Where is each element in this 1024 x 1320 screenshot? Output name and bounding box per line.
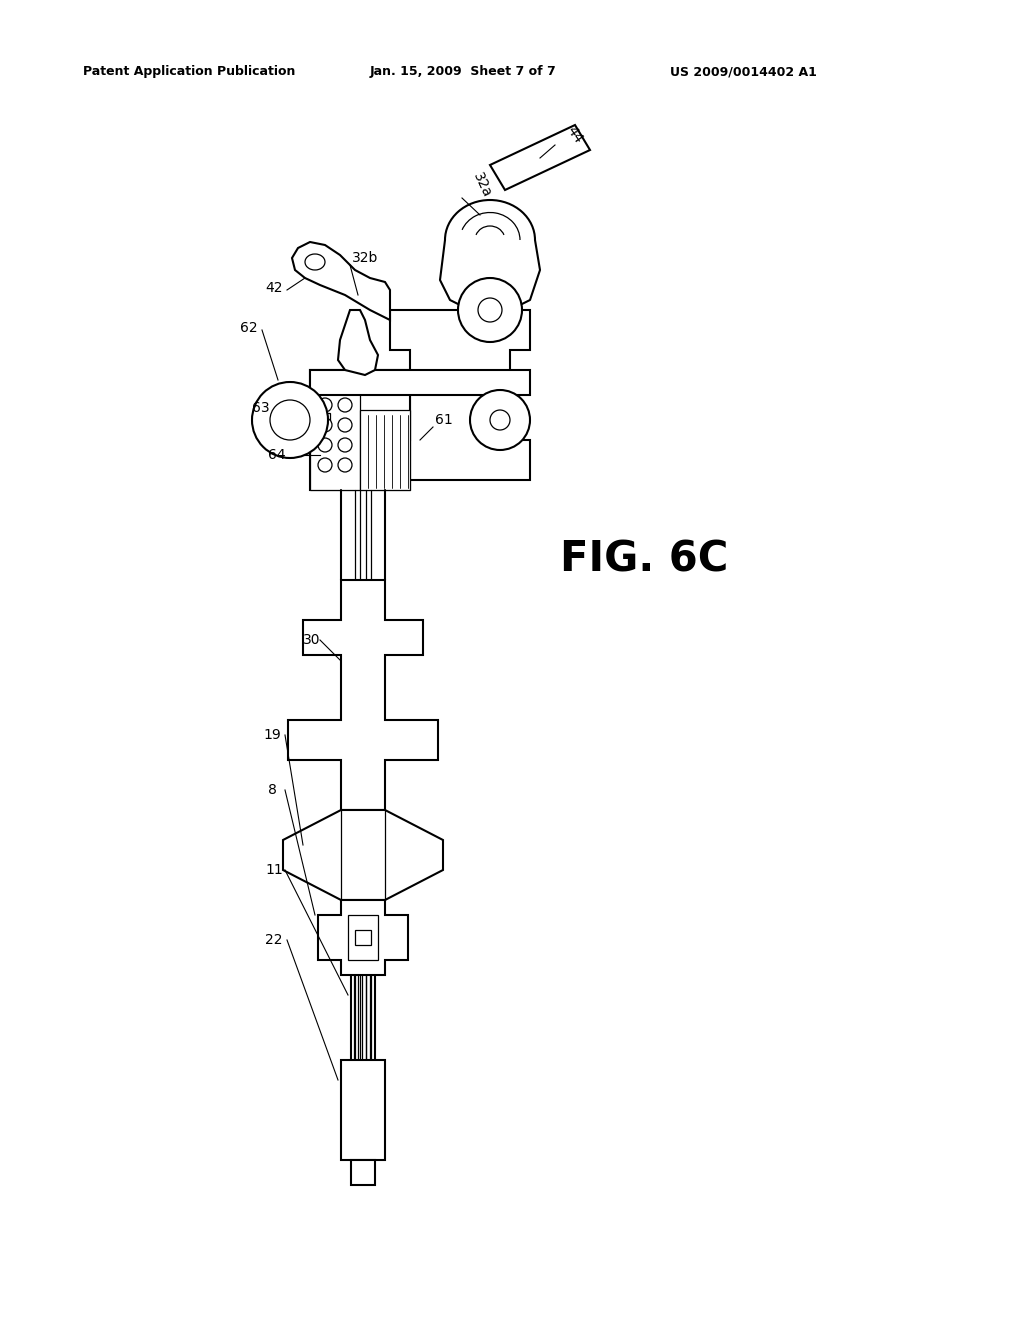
Circle shape xyxy=(252,381,328,458)
Text: Jan. 15, 2009  Sheet 7 of 7: Jan. 15, 2009 Sheet 7 of 7 xyxy=(370,66,557,78)
Circle shape xyxy=(318,399,332,412)
Text: 8: 8 xyxy=(268,783,276,797)
Polygon shape xyxy=(310,370,530,395)
Polygon shape xyxy=(288,579,438,810)
Circle shape xyxy=(318,418,332,432)
Text: 30: 30 xyxy=(303,634,321,647)
Text: 64: 64 xyxy=(268,447,286,462)
Polygon shape xyxy=(310,370,410,490)
Text: 32a: 32a xyxy=(470,170,494,199)
Polygon shape xyxy=(283,810,443,900)
Polygon shape xyxy=(310,389,360,490)
Text: 63: 63 xyxy=(252,401,269,414)
Text: 19: 19 xyxy=(263,729,281,742)
Circle shape xyxy=(270,400,310,440)
Polygon shape xyxy=(351,1160,375,1185)
Circle shape xyxy=(478,298,502,322)
Polygon shape xyxy=(292,242,390,319)
Text: 32b: 32b xyxy=(352,251,379,265)
Text: US 2009/0014402 A1: US 2009/0014402 A1 xyxy=(670,66,817,78)
Polygon shape xyxy=(318,900,408,975)
Text: 22: 22 xyxy=(265,933,283,946)
Circle shape xyxy=(458,279,522,342)
Text: 11: 11 xyxy=(265,863,283,876)
Polygon shape xyxy=(490,125,590,190)
Polygon shape xyxy=(355,931,371,945)
Circle shape xyxy=(338,438,352,451)
Polygon shape xyxy=(341,1060,385,1160)
Text: 61: 61 xyxy=(435,413,453,426)
Polygon shape xyxy=(360,411,410,490)
Circle shape xyxy=(318,438,332,451)
Circle shape xyxy=(338,418,352,432)
Text: Patent Application Publication: Patent Application Publication xyxy=(83,66,295,78)
Circle shape xyxy=(338,458,352,473)
Polygon shape xyxy=(310,413,330,428)
Polygon shape xyxy=(390,310,530,480)
Text: 44: 44 xyxy=(564,124,586,147)
Circle shape xyxy=(490,411,510,430)
Circle shape xyxy=(338,399,352,412)
Polygon shape xyxy=(348,915,378,960)
Text: FIG. 6C: FIG. 6C xyxy=(560,539,728,581)
Circle shape xyxy=(470,389,530,450)
Text: 62: 62 xyxy=(240,321,258,335)
Polygon shape xyxy=(338,310,378,375)
Circle shape xyxy=(318,458,332,473)
Text: 42: 42 xyxy=(265,281,283,294)
